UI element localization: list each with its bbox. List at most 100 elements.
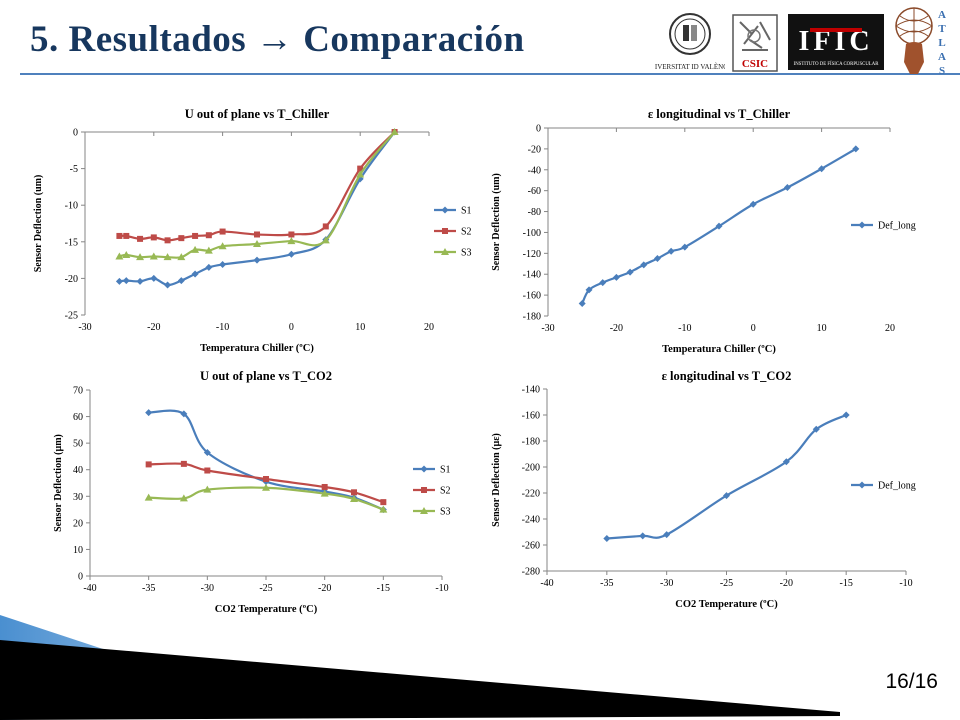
atlas-letter-4: A <box>938 51 946 63</box>
legend-marker <box>420 465 428 473</box>
slide-title: 5. Resultados → Comparación <box>30 19 525 60</box>
data-point-s3-10 <box>287 237 296 245</box>
data-point-def-long-4 <box>782 458 790 466</box>
data-point-s2-6 <box>192 232 199 239</box>
legend-marker <box>420 507 428 514</box>
y-tick-label: -60 <box>528 186 541 197</box>
data-point-s2-11 <box>322 223 329 230</box>
data-point-def-long-11 <box>783 184 791 192</box>
y-axis-label: Sensor Deflection (um) <box>491 173 502 271</box>
data-point-s2-3 <box>263 476 269 483</box>
legend-item-s2: S2 <box>413 486 451 497</box>
ific-logo: IFIC INSTITUTO DE FÍSICA CORPUSCULAR <box>788 14 884 70</box>
data-point-s3-7 <box>204 246 213 254</box>
x-tick-label: 20 <box>424 322 434 333</box>
x-tick-label: -10 <box>899 578 912 589</box>
chart-title: ε longitudinal vs T_Chiller <box>648 107 791 121</box>
legend-marker <box>421 487 427 493</box>
y-tick-label: -40 <box>528 165 541 176</box>
y-tick-label: 0 <box>536 124 541 135</box>
x-axis-label: CO2 Temperature (ºC) <box>215 604 318 615</box>
series-def-long <box>603 411 850 542</box>
y-axis-label: Sensor Deflection (um) <box>33 175 44 273</box>
legend-marker <box>858 481 866 489</box>
chart-title: U out of plane vs T_Chiller <box>185 107 330 121</box>
data-point-s3-13 <box>390 128 399 135</box>
series-s3 <box>115 128 399 261</box>
legend-item-def-long: Def_long <box>851 221 916 232</box>
data-point-s2-7 <box>205 232 212 239</box>
atlas-letter-5: S <box>939 65 945 76</box>
x-tick-label: -40 <box>83 583 96 594</box>
y-tick-label: -100 <box>523 228 541 239</box>
y-tick-label: -20 <box>65 274 78 285</box>
atlas-letter-1: A <box>938 9 946 21</box>
y-tick-label: -180 <box>523 312 541 323</box>
data-point-s3-6 <box>379 505 388 513</box>
chart-e-longitudinal-vs-t-co2: ε longitudinal vs T_CO2 -140 -160 -180 -200 -… <box>491 369 916 610</box>
data-point-s1-2 <box>203 448 211 456</box>
legend-item-s3: S3 <box>413 507 451 518</box>
data-point-def-long-1 <box>639 532 647 540</box>
x-tick-label: -30 <box>78 322 91 333</box>
legend-item-s1: S1 <box>413 465 451 476</box>
csic-logo-text: CSIC <box>742 58 768 70</box>
y-tick-label: 60 <box>73 412 83 423</box>
legend-marker <box>441 206 449 214</box>
data-point-def-long-3 <box>723 492 730 500</box>
y-tick-label: -15 <box>65 237 78 248</box>
data-point-s1-9 <box>253 256 261 264</box>
legend-label: S1 <box>461 206 472 217</box>
x-tick-label: -20 <box>318 583 331 594</box>
data-point-s2-6 <box>380 499 387 506</box>
y-tick-label: -160 <box>523 291 541 302</box>
legend-label: S3 <box>440 507 451 518</box>
data-point-def-long-5 <box>640 261 648 269</box>
data-point-s2-2 <box>204 467 211 474</box>
data-point-def-long-0 <box>603 535 611 542</box>
y-tick-label: -240 <box>522 515 540 526</box>
x-tick-label: 0 <box>289 322 294 333</box>
chart-title: ε longitudinal vs T_CO2 <box>662 369 792 383</box>
data-point-def-long-0 <box>578 299 586 307</box>
data-point-s1-7 <box>205 263 213 271</box>
y-tick-label: 0 <box>73 128 78 139</box>
data-point-s3-4 <box>163 253 172 261</box>
data-point-s3-11 <box>321 236 330 244</box>
y-tick-label: -280 <box>522 567 540 578</box>
x-tick-label: -10 <box>216 322 229 333</box>
data-point-def-long-12 <box>818 165 826 173</box>
legend-label: Def_long <box>878 481 916 492</box>
data-point-s2-3 <box>150 234 157 241</box>
legend-marker <box>858 221 866 229</box>
x-tick-label: -35 <box>142 583 155 594</box>
x-tick-label: -30 <box>660 578 673 589</box>
y-tick-label: -5 <box>70 164 78 175</box>
y-tick-label: 0 <box>78 572 83 583</box>
y-axis-label: Sensor Deflection (µε) <box>491 433 502 527</box>
x-tick-label: -10 <box>678 323 691 334</box>
data-point-def-long-2 <box>663 531 671 539</box>
y-tick-label: 20 <box>73 518 83 529</box>
series-s1 <box>115 128 399 289</box>
atlas-letter-2: T <box>938 23 946 35</box>
x-tick-label: -15 <box>839 578 852 589</box>
chart-title: U out of plane vs T_CO2 <box>200 369 332 383</box>
y-tick-label: -20 <box>528 144 541 155</box>
x-axis-label: CO2 Temperature (ºC) <box>675 599 778 610</box>
legend-label: S1 <box>440 465 451 476</box>
y-tick-label: -220 <box>522 489 540 500</box>
data-point-s2-9 <box>254 231 260 238</box>
data-point-s3-12 <box>356 170 365 178</box>
y-tick-label: 30 <box>73 492 83 503</box>
legend-label: S2 <box>461 227 472 238</box>
y-tick-label: 50 <box>73 439 83 450</box>
data-point-s1-12 <box>356 175 364 183</box>
universitat-valencia-logo: VNIVERSITAT ID VALÈNCIA <box>645 10 735 74</box>
data-point-s2-5 <box>351 489 357 496</box>
data-point-s3-4 <box>320 489 329 497</box>
x-tick-label: -25 <box>720 578 733 589</box>
y-tick-label: 10 <box>73 545 83 556</box>
data-point-s2-4 <box>164 237 171 244</box>
data-point-def-long-9 <box>715 222 723 230</box>
